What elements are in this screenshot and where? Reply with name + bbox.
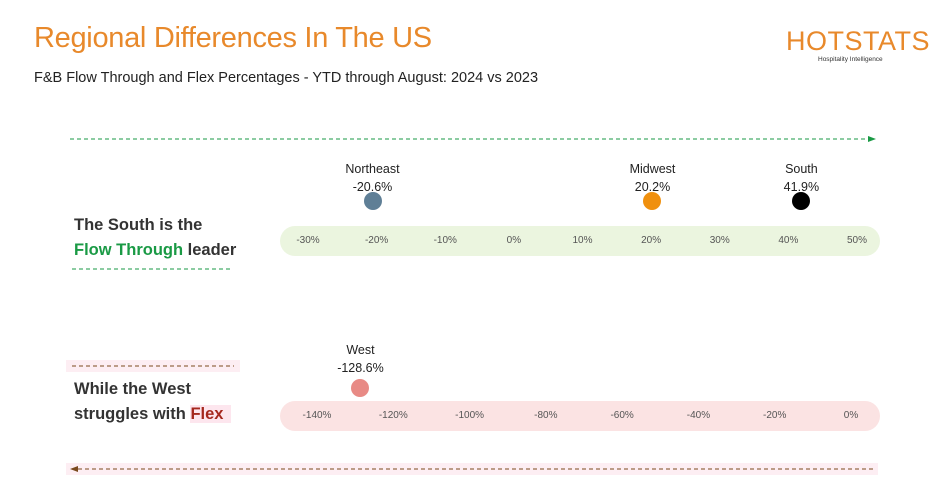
data-label-west: West -128.6% xyxy=(337,343,384,375)
tick-label: 20% xyxy=(641,235,662,246)
flex-pre: struggles with xyxy=(74,405,191,423)
page-title: Regional Differences In The US xyxy=(34,22,432,54)
tick-label: -10% xyxy=(433,235,457,246)
tick-label: -100% xyxy=(455,410,485,421)
tick-label: -30% xyxy=(296,235,320,246)
tick-label: -40% xyxy=(686,410,711,421)
data-label-midwest: Midwest 20.2% xyxy=(629,162,676,194)
tick-label: 40% xyxy=(778,235,799,246)
tick-label: -20% xyxy=(763,410,787,421)
tick-label: 30% xyxy=(709,235,730,246)
arrow-left-icon xyxy=(70,466,78,472)
tick-label: 0% xyxy=(843,410,859,421)
logo: HOTSTATS xyxy=(786,26,930,56)
flow-highlight: Flow Through xyxy=(74,241,184,259)
tick-label: 10% xyxy=(572,235,593,246)
flex-callout: While the West struggles with Flex xyxy=(74,377,232,427)
axis-band-0 xyxy=(280,226,880,256)
flow-rest: leader xyxy=(183,241,237,259)
page-subtitle: F&B Flow Through and Flex Percentages - … xyxy=(34,70,539,86)
tick-label: -120% xyxy=(378,410,408,421)
data-label-south: South 41.9% xyxy=(783,162,820,194)
point-midwest xyxy=(643,192,662,210)
point-south xyxy=(792,192,811,210)
axis-band-1 xyxy=(280,401,880,431)
tick-label: -140% xyxy=(302,410,332,421)
data-label-northeast: Northeast -20.6% xyxy=(345,162,400,194)
tick-label: -20% xyxy=(364,235,389,246)
tick-label: 0% xyxy=(506,235,522,246)
point-west xyxy=(351,379,370,397)
flow-callout: The South is the Flow Through leader xyxy=(74,213,236,263)
tick-label: 50% xyxy=(846,235,868,246)
flex-line1: While the West xyxy=(74,380,192,398)
logo-tagline: Hospitality Intelligence xyxy=(818,56,883,63)
tick-label: -60% xyxy=(610,410,634,421)
point-northeast xyxy=(363,192,382,210)
flow-line1: The South is the xyxy=(74,216,203,234)
arrow-right-icon xyxy=(868,136,876,142)
flex-highlight: Flex xyxy=(190,405,232,423)
tick-label: -80% xyxy=(534,410,558,421)
